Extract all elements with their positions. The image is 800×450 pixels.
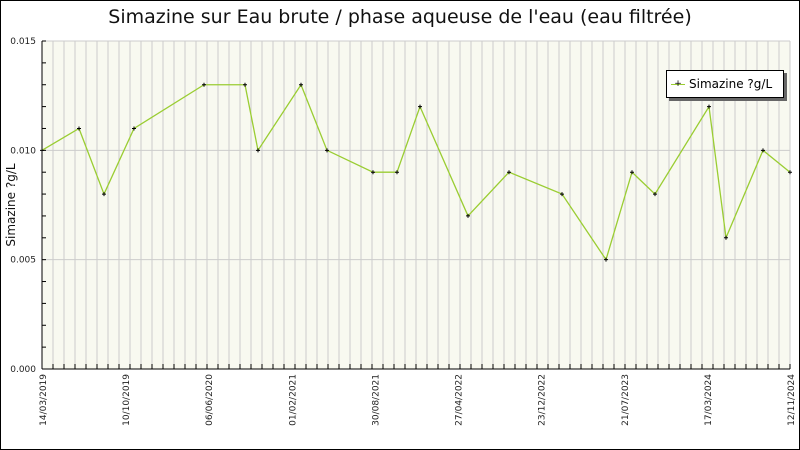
data-point-marker bbox=[40, 148, 44, 153]
x-tick-label: 17/03/2024 bbox=[704, 374, 714, 426]
legend-label: Simazine ?g/L bbox=[689, 77, 773, 91]
series-line bbox=[41, 83, 791, 262]
y-tick-label: 0.010 bbox=[10, 146, 36, 156]
data-point-marker bbox=[299, 82, 303, 87]
data-point-marker bbox=[202, 82, 206, 87]
x-tick-label: 21/07/2023 bbox=[621, 374, 631, 426]
y-tick-label: 0.000 bbox=[10, 365, 36, 375]
x-tick-label: 23/12/2022 bbox=[538, 374, 548, 426]
x-tick-label: 27/04/2022 bbox=[455, 374, 465, 426]
data-point-marker bbox=[653, 192, 657, 197]
data-point-marker bbox=[630, 170, 634, 175]
data-point-marker bbox=[102, 192, 106, 197]
data-point-marker bbox=[395, 170, 399, 175]
legend: + Simazine ?g/L bbox=[666, 70, 784, 98]
y-tick-label: 0.015 bbox=[10, 37, 36, 47]
data-point-marker bbox=[466, 213, 470, 218]
x-tick-label: 30/08/2021 bbox=[371, 374, 381, 426]
data-point-marker bbox=[243, 82, 247, 87]
x-tick-label: 14/03/2019 bbox=[39, 374, 49, 426]
data-point-marker bbox=[761, 148, 765, 153]
data-point-marker bbox=[560, 192, 564, 197]
data-point-marker bbox=[77, 126, 81, 131]
legend-marker-icon: + bbox=[667, 79, 689, 89]
data-point-marker bbox=[707, 104, 711, 109]
data-point-marker bbox=[724, 235, 728, 240]
data-point-marker bbox=[418, 104, 422, 109]
data-point-marker bbox=[507, 170, 511, 175]
x-tick-label: 01/02/2021 bbox=[288, 374, 298, 426]
data-point-marker bbox=[325, 148, 329, 153]
data-point-marker bbox=[788, 170, 792, 175]
x-tick-label: 10/10/2019 bbox=[122, 374, 132, 426]
data-point-marker bbox=[256, 148, 260, 153]
data-point-marker bbox=[371, 170, 375, 175]
data-point-marker bbox=[132, 126, 136, 131]
x-tick-label: 06/06/2020 bbox=[205, 374, 215, 426]
x-tick-label: 12/11/2024 bbox=[787, 374, 797, 426]
chart-title: Simazine sur Eau brute / phase aqueuse d… bbox=[108, 6, 692, 28]
y-tick-label: 0.005 bbox=[10, 256, 36, 266]
data-point-marker bbox=[604, 257, 608, 262]
